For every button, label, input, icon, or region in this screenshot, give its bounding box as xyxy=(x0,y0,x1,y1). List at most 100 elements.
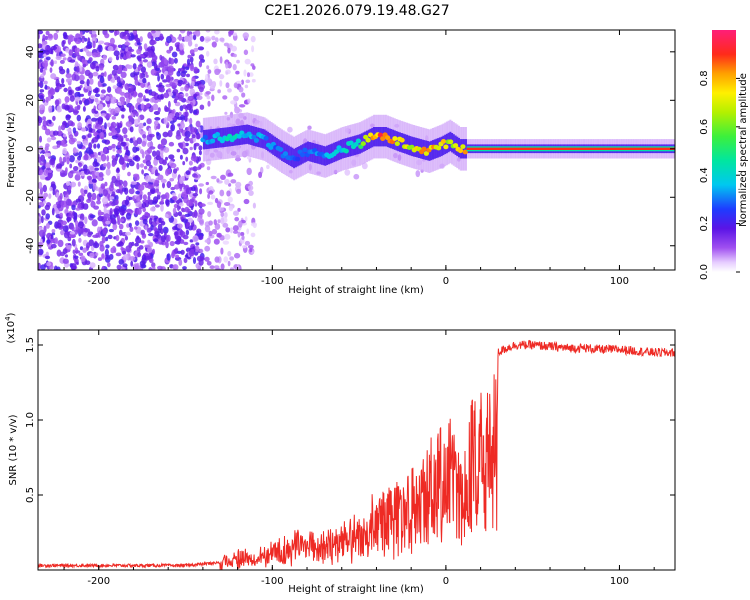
spectrogram-noise-blob xyxy=(194,200,198,207)
spectrogram-noise-blob xyxy=(220,217,225,225)
spectrogram-noise-blob xyxy=(177,223,183,229)
spectrogram-noise-blob xyxy=(106,150,110,154)
spectrogram-noise-blob xyxy=(129,256,136,262)
spectrogram-noise-blob xyxy=(38,226,43,231)
spectrogram-noise-blob xyxy=(157,265,163,270)
spectrogram-noise-blob xyxy=(190,167,195,171)
spectrogram-noise-blob xyxy=(62,156,67,163)
spectrogram-noise-blob xyxy=(87,85,91,91)
spectrogram-noise-blob xyxy=(75,198,81,203)
spectrogram-noise-blob xyxy=(69,95,75,102)
spectrogram-noise-blob xyxy=(192,235,199,243)
spectrogram-noise-blob xyxy=(75,86,81,91)
spectrogram-noise-blob xyxy=(307,125,312,130)
spectrogram-noise-blob xyxy=(39,162,45,166)
spectrogram-noise-blob xyxy=(195,174,199,179)
spectrogram-noise-blob xyxy=(57,239,64,248)
snr-y-label: SNR (10 * v/v) xyxy=(8,414,19,485)
spectrogram-noise-blob xyxy=(208,220,213,226)
spectrogram-noise-blob xyxy=(48,93,52,102)
spectrogram-noise-blob xyxy=(86,41,92,47)
spectrogram-noise-blob xyxy=(117,125,121,129)
spectrogram-noise-blob xyxy=(146,118,152,125)
spectrogram-noise-blob xyxy=(198,54,204,61)
spectrogram-noise-blob xyxy=(121,114,125,119)
spectrogram-noise-blob xyxy=(65,167,68,173)
spectrogram-noise-blob xyxy=(97,103,104,111)
spectrogram-noise-blob xyxy=(69,163,73,169)
spectrogram-noise-blob xyxy=(173,248,178,254)
spectrogram-noise-blob xyxy=(226,190,231,197)
spectrogram-noise-blob xyxy=(219,80,223,87)
spectrogram-noise-blob xyxy=(52,189,56,196)
spectrogram-noise-blob xyxy=(86,175,92,181)
spectrogram-noise-blob xyxy=(214,256,220,263)
spectrogram-noise-blob xyxy=(174,184,180,190)
spectrogram-noise-blob xyxy=(361,162,368,170)
spectrogram-noise-blob xyxy=(68,49,74,56)
spectrogram-noise-blob xyxy=(136,42,142,46)
spectrogram-noise-blob xyxy=(247,72,250,78)
spectrogram-noise-blob xyxy=(77,203,82,209)
spectrogram-noise-blob xyxy=(250,232,256,238)
spectrogram-noise-blob xyxy=(150,91,157,97)
spectrogram-noise-blob xyxy=(95,54,101,58)
spectrogram-noise-blob xyxy=(175,133,182,140)
spectrogram-noise-blob xyxy=(156,84,162,88)
spectrogram-noise-blob xyxy=(193,109,198,115)
spectrogram-noise-blob xyxy=(153,196,159,204)
spectrogram-noise-blob xyxy=(164,213,169,218)
spectrogram-noise-blob xyxy=(136,162,140,170)
spectrogram-noise-blob xyxy=(51,232,56,236)
spectrogram-noise-blob xyxy=(147,233,154,237)
spectrogram-noise-blob xyxy=(187,40,193,47)
spectrogram-noise-blob xyxy=(179,30,186,34)
spectrogram-noise-blob xyxy=(241,79,244,85)
spectrogram-noise-blob xyxy=(249,248,253,253)
spectrogram-noise-blob xyxy=(177,211,182,217)
spectrogram-noise-blob xyxy=(119,96,126,103)
spectrogram-noise-blob xyxy=(88,127,93,133)
spectrogram-noise-blob xyxy=(189,49,195,55)
spectrogram-noise-blob xyxy=(153,158,159,166)
spectrogram-noise-blob xyxy=(51,207,55,216)
spectrogram-noise-blob xyxy=(77,221,84,229)
spectrogram-noise-blob xyxy=(91,30,97,35)
spectrogram-noise-blob xyxy=(222,95,228,100)
spectrogram-noise-blob xyxy=(145,212,150,217)
spectrogram-noise-blob xyxy=(179,142,184,149)
spectrogram-noise-blob xyxy=(185,156,189,162)
spectrogram-noise-blob xyxy=(170,186,176,191)
spectrogram-carrier-line xyxy=(466,147,675,150)
spectrogram-noise-blob xyxy=(141,257,147,265)
spectrogram-noise-blob xyxy=(120,52,124,58)
spectrogram-noise-blob xyxy=(104,248,109,257)
spectrogram-noise-blob xyxy=(102,163,108,167)
spectrogram-noise-blob xyxy=(219,56,223,64)
spectrogram-noise-blob xyxy=(225,227,231,233)
spectrogram-noise-blob xyxy=(199,188,203,195)
y-tick-label: -20 xyxy=(25,189,36,205)
spectrogram-noise-blob xyxy=(125,231,132,236)
spectrogram-noise-blob xyxy=(169,177,175,182)
spectrogram-noise-blob xyxy=(132,30,138,36)
spectrogram-noise-blob xyxy=(99,93,105,98)
spectrogram-noise-blob xyxy=(240,232,245,236)
spectrogram-noise-blob xyxy=(205,91,211,95)
spectrogram-signal-blob xyxy=(295,156,301,162)
spectrogram-noise-blob xyxy=(62,147,68,155)
spectrogram-noise-blob xyxy=(91,192,97,201)
spectrogram-noise-blob xyxy=(81,58,86,65)
spectrogram-noise-blob xyxy=(214,197,219,204)
spectrogram-noise-blob xyxy=(177,79,184,84)
spectrogram-noise-blob xyxy=(62,248,68,255)
spectrogram-noise-blob xyxy=(120,142,127,147)
spectrogram-noise-blob xyxy=(155,150,161,158)
spectrogram-x-label: Height of straight line (km) xyxy=(288,285,424,296)
spectrogram-noise-blob xyxy=(175,254,180,259)
spectrogram-noise-blob xyxy=(166,253,171,261)
spectrogram-noise-blob xyxy=(198,259,204,266)
spectrogram-noise-blob xyxy=(116,243,121,247)
spectrogram-noise-blob xyxy=(109,30,115,33)
spectrogram-noise-blob xyxy=(168,167,171,175)
